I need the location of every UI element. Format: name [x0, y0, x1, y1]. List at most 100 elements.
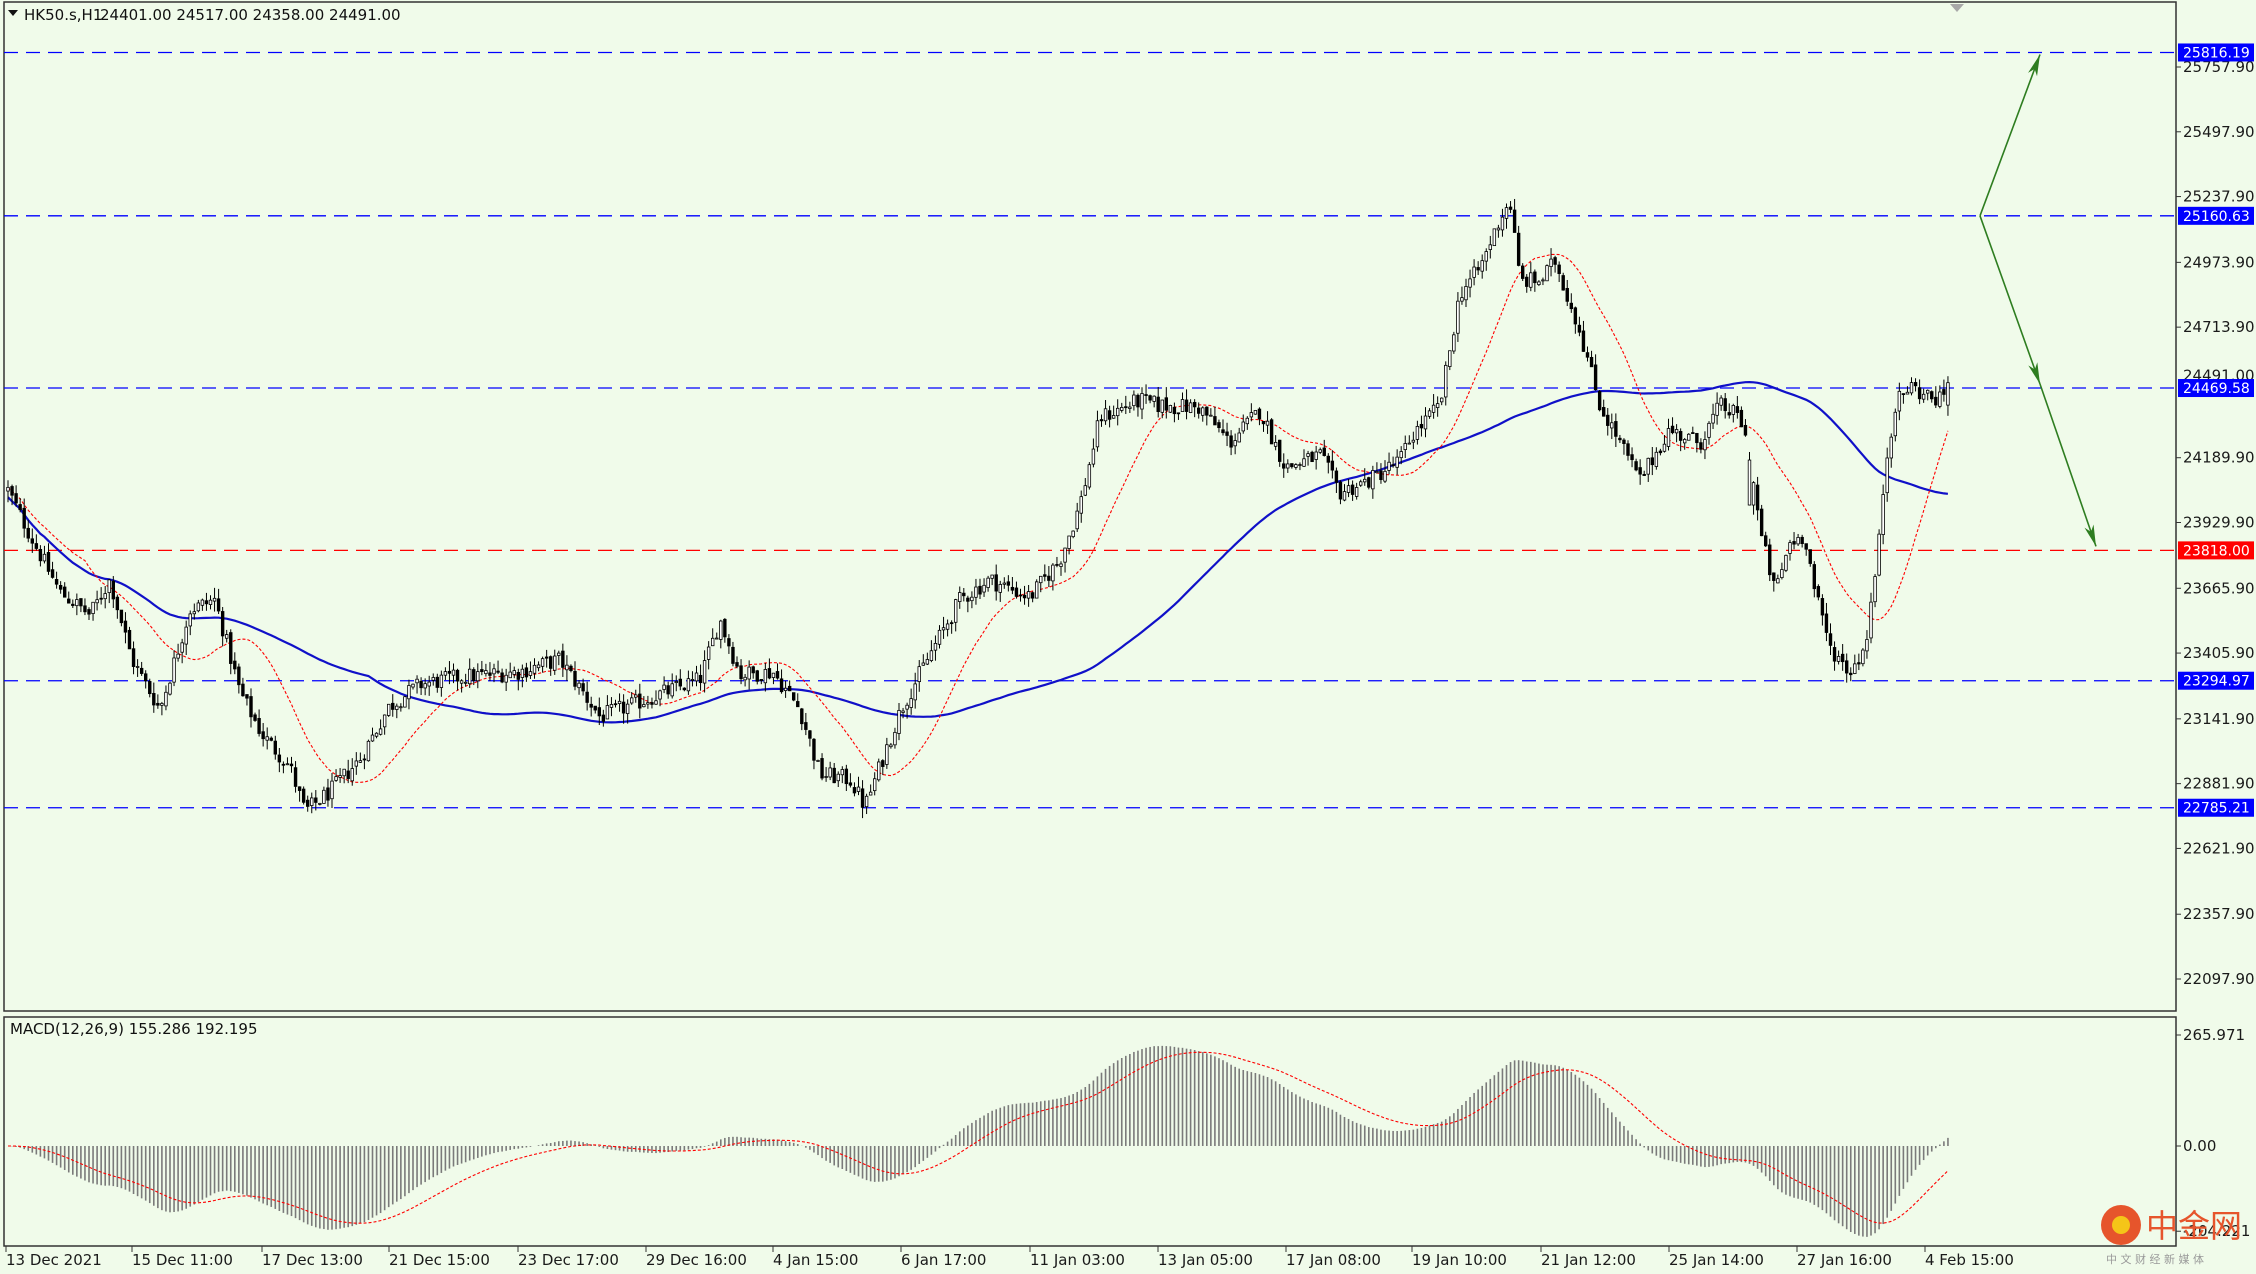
candle-body — [1946, 382, 1950, 406]
level-tag-text: 25160.63 — [2183, 209, 2250, 225]
candle-body — [1735, 406, 1740, 413]
candle-body — [50, 569, 55, 578]
candle — [1294, 463, 1298, 470]
candle — [816, 759, 820, 762]
candle-body — [1739, 409, 1744, 428]
candle — [1845, 653, 1849, 683]
candle-body — [1496, 227, 1501, 231]
candle — [386, 703, 391, 717]
candle-body — [415, 678, 419, 684]
candle-body — [399, 706, 403, 709]
projection-arrow-down-2[interactable] — [2039, 383, 2097, 547]
candle-body — [901, 710, 905, 713]
ma-fast-line[interactable] — [7, 253, 1949, 783]
candle-body — [1897, 390, 1902, 412]
macd-panel[interactable] — [3, 1016, 2177, 1247]
candle — [1849, 667, 1853, 682]
projection-arrow-down-1[interactable] — [1979, 215, 2041, 385]
candle — [459, 679, 464, 693]
candle — [674, 675, 678, 692]
candle-body — [832, 767, 836, 784]
candle-body — [1638, 467, 1642, 475]
candle — [1168, 404, 1173, 413]
candle-body — [1881, 494, 1885, 535]
candle — [1423, 407, 1428, 438]
candle — [860, 780, 865, 819]
candle-body — [1444, 364, 1448, 398]
candle-body — [727, 638, 731, 647]
candle-body — [253, 714, 257, 721]
candles — [6, 198, 1950, 819]
ma-slow-line[interactable] — [7, 380, 1949, 724]
candle-body — [1755, 484, 1760, 511]
candle-body — [391, 702, 395, 710]
candle-body — [26, 527, 30, 539]
projection-arrow-up[interactable] — [1979, 54, 2041, 217]
symbol-dropdown-icon[interactable] — [8, 10, 18, 16]
candle-body — [1942, 389, 1946, 395]
candle — [1273, 435, 1278, 451]
candle — [1314, 445, 1318, 470]
candle-body — [755, 670, 759, 682]
candle — [131, 641, 136, 675]
candle-body — [212, 597, 217, 602]
candle — [1751, 481, 1756, 515]
candle — [67, 591, 71, 604]
candle — [642, 696, 646, 708]
price-axis-label: 22881.90 — [2183, 775, 2255, 793]
candle — [982, 578, 986, 597]
candle — [1302, 449, 1306, 467]
candle — [233, 652, 237, 675]
candle-body — [1642, 474, 1646, 476]
macd-axis-label: 265.971 — [2183, 1026, 2245, 1044]
candle-body — [1039, 575, 1043, 584]
candle-body — [852, 787, 857, 794]
candle-body — [455, 669, 460, 682]
candle-body — [107, 579, 111, 594]
candle — [1569, 293, 1573, 313]
candle-body — [1537, 281, 1541, 286]
candle — [318, 802, 322, 806]
candle-body — [1383, 470, 1387, 482]
price-axis-label: 24189.90 — [2183, 449, 2255, 467]
candle-body — [188, 613, 192, 627]
candle — [617, 693, 622, 712]
candle-body — [338, 775, 342, 778]
candle — [1610, 413, 1614, 440]
candle — [135, 659, 140, 677]
candle-body — [496, 670, 500, 673]
candle — [237, 663, 241, 694]
candle — [1103, 400, 1108, 425]
candle-body — [524, 667, 529, 678]
candle — [1379, 463, 1383, 484]
macd-axis-label: 0.00 — [2183, 1137, 2216, 1155]
candle — [1926, 389, 1930, 401]
time-axis-label: 15 Dec 11:00 — [132, 1251, 233, 1269]
candle-body — [763, 669, 768, 684]
candle — [1156, 386, 1160, 418]
projection-arrows — [1979, 54, 2097, 547]
candle — [848, 773, 853, 788]
candle — [204, 592, 209, 611]
candle — [1257, 407, 1262, 426]
candle-body — [1909, 382, 1914, 394]
candle-body — [1464, 286, 1468, 301]
candle-body — [1047, 575, 1051, 581]
candle-body — [1237, 432, 1241, 443]
price-panel[interactable] — [3, 1, 2177, 1012]
chart-shift-marker-icon[interactable] — [1950, 4, 1964, 12]
candle-body — [909, 698, 913, 708]
candle-body — [735, 662, 739, 667]
candle-body — [1873, 576, 1877, 603]
candle — [257, 709, 261, 737]
candle-body — [941, 627, 946, 631]
candle-body — [630, 697, 634, 704]
candle-body — [172, 657, 176, 683]
macd-histogram — [11, 1045, 1949, 1237]
candle — [1095, 410, 1100, 452]
candle-body — [152, 693, 156, 706]
candle-body — [488, 672, 492, 676]
candle-body — [1407, 442, 1411, 445]
candle-body — [451, 669, 456, 676]
